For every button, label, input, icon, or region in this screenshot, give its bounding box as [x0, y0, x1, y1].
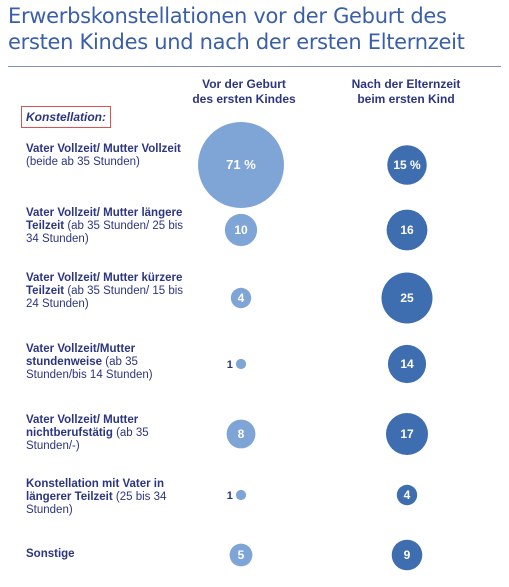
row-label: Vater Vollzeit/ Mutter nichtberufstätig … [26, 414, 196, 453]
bubble-before-label: 10 [234, 223, 248, 237]
bubble-after-label: 9 [404, 548, 411, 562]
row-label: Vater Vollzeit/Mutter stundenweise (ab 3… [26, 343, 196, 382]
column-header-after: Nach der Elternzeit beim ersten Kind [331, 77, 481, 107]
row-label-bold: Konstellation mit Vater in längerer Teil… [26, 478, 165, 503]
row-label-detail: (ab 35 Stunden/ 15 bis 24 Stunden) [26, 285, 184, 310]
bubble-after [387, 145, 427, 185]
bubble-before-label: 8 [238, 427, 245, 441]
bubble-after-label: 17 [400, 427, 414, 441]
bubble-after-label: 15 % [393, 158, 421, 172]
bubble-before-label: 71 % [226, 157, 256, 172]
bubble-after [385, 412, 429, 456]
column-header-after-line-2: beim ersten Kind [357, 92, 455, 106]
row-label-bold: Vater Vollzeit/ Mutter nichtberufstätig [26, 414, 139, 439]
bubble-after [381, 272, 433, 324]
bubble-before [224, 213, 258, 247]
column-header-before-line-2: des ersten Kindes [192, 92, 296, 106]
row-label-bold: Sonstige [26, 548, 75, 560]
row-label: Vater Vollzeit/ Mutter kürzere Teilzeit … [26, 272, 196, 311]
title-line-1: Erwerbskonstellationen vor der Geburt de… [8, 4, 447, 28]
legend-label-box: Konstellation: [21, 106, 111, 128]
chart-title: Erwerbskonstellationen vor der Geburt de… [8, 3, 503, 55]
row-label-detail: (ab 35 Stunden/bis 14 Stunden) [26, 356, 153, 381]
row-label-bold: Vater Vollzeit/ Mutter Vollzeit [26, 143, 181, 155]
bubble-before-label: 1 [227, 490, 233, 502]
column-header-before: Vor der Geburt des ersten Kindes [169, 77, 319, 107]
row-label: Vater Vollzeit/ Mutter Vollzeit (beide a… [26, 143, 196, 169]
bubble-before [198, 122, 284, 208]
bubble-after [396, 484, 418, 506]
row-label-detail: (ab 35 Stunden/ 25 bis 34 Stunden) [26, 220, 184, 245]
row-label-detail: (beide ab 35 Stunden) [26, 156, 140, 168]
row-label: Vater Vollzeit/ Mutter längere Teilzeit … [26, 207, 196, 246]
row-label-detail: (25 bis 34 Stunden) [26, 491, 167, 516]
bubble-after-label: 16 [400, 223, 414, 237]
row-label: Sonstige [26, 548, 196, 561]
row-label: Konstellation mit Vater in längerer Teil… [26, 478, 196, 517]
column-header-before-line-1: Vor der Geburt [202, 77, 286, 91]
bubble-after-label: 4 [404, 488, 411, 502]
row-label-detail: (ab 35 Stunden/-) [26, 427, 149, 452]
bubble-before [229, 543, 253, 567]
bubble-before [235, 358, 247, 370]
row-label-bold: Vater Vollzeit/ Mutter längere Teilzeit [26, 207, 183, 232]
title-line-2: ersten Kindes und nach der ersten Eltern… [8, 30, 465, 54]
title-divider [8, 66, 501, 67]
bubble-before [235, 489, 247, 501]
row-label-bold: Vater Vollzeit/Mutter stundenweise [26, 343, 136, 368]
bubble-before [226, 419, 256, 449]
bubble-after [386, 209, 428, 251]
bubble-after [391, 539, 423, 571]
bubble-before [230, 287, 252, 309]
bubble-before-label: 5 [238, 548, 245, 562]
bubble-after [387, 344, 427, 384]
bubble-after-label: 25 [400, 291, 414, 305]
bubble-before-label: 4 [238, 291, 245, 305]
row-label-bold: Vater Vollzeit/ Mutter kürzere Teilzeit [26, 272, 183, 297]
bubble-after-label: 14 [400, 357, 414, 371]
column-header-after-line-1: Nach der Elternzeit [351, 77, 461, 91]
bubble-before-label: 1 [227, 359, 233, 371]
